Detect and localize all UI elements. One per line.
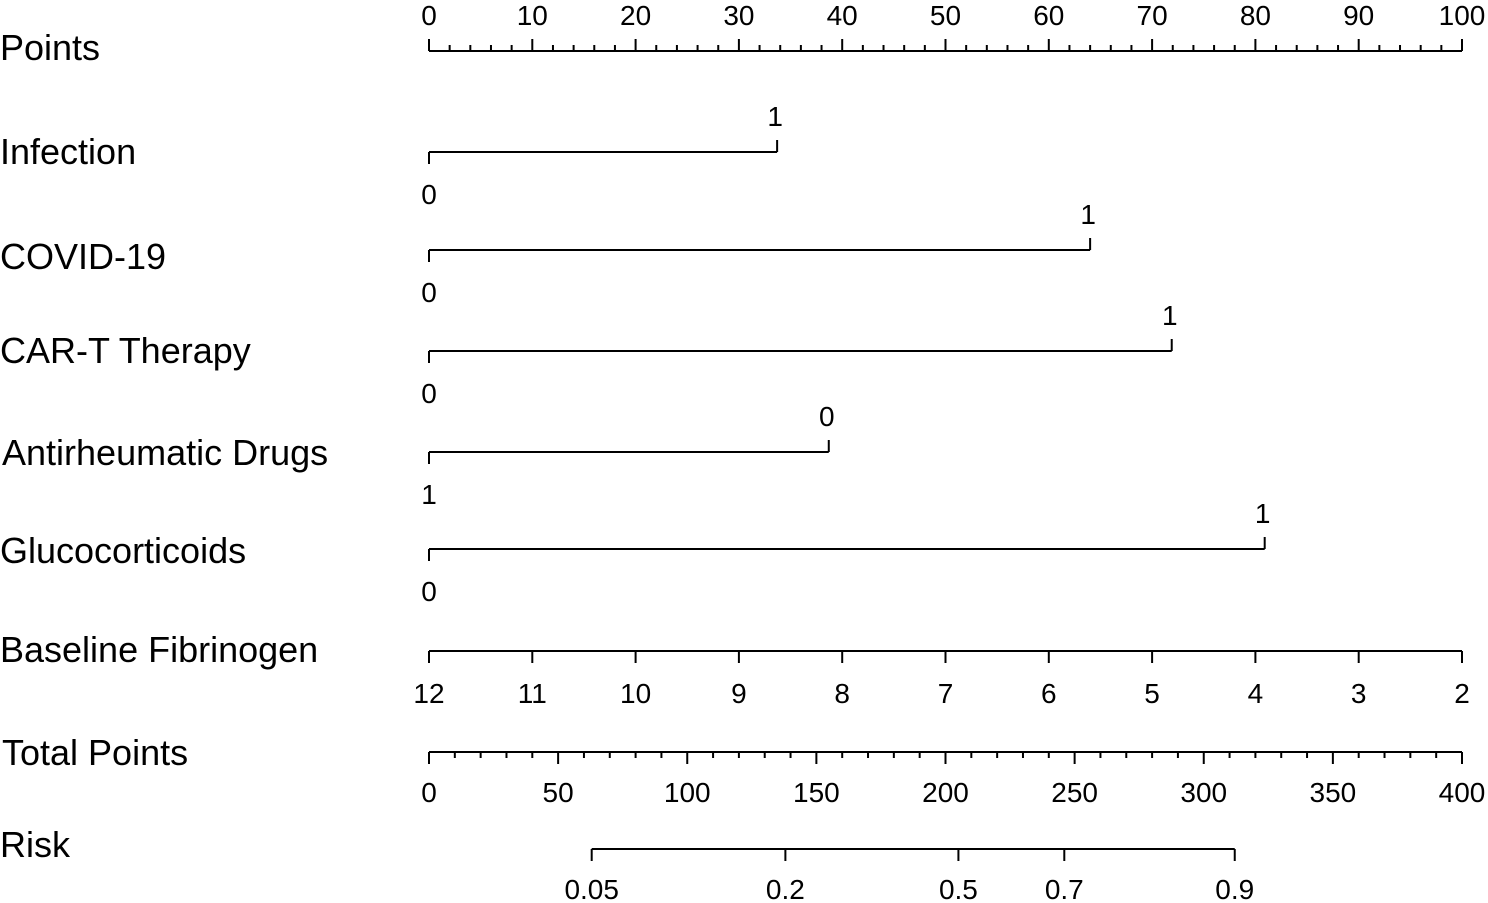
total-tick-label: 0 xyxy=(421,777,437,808)
covid-19-level-label: 0 xyxy=(421,277,437,308)
points-tick-label: 20 xyxy=(620,0,651,31)
points-tick-label: 50 xyxy=(930,0,961,31)
total-tick-label: 300 xyxy=(1180,777,1227,808)
points-tick-label: 10 xyxy=(517,0,548,31)
fibrinogen-tick-label: 7 xyxy=(938,678,954,709)
total-tick-label: 400 xyxy=(1439,777,1486,808)
points-axis-label: Points xyxy=(0,27,100,68)
points-tick-label: 70 xyxy=(1137,0,1168,31)
risk-tick-label: 0.05 xyxy=(564,874,619,903)
infection-level-label: 0 xyxy=(421,179,437,210)
points-tick-label: 100 xyxy=(1439,0,1486,31)
total-tick-label: 200 xyxy=(922,777,969,808)
fibrinogen-tick-label: 4 xyxy=(1248,678,1264,709)
fibrinogen-tick-label: 2 xyxy=(1454,678,1470,709)
antirheumatic-drugs-level-label: 0 xyxy=(819,401,835,432)
total-tick-label: 50 xyxy=(543,777,574,808)
fibrinogen-tick-label: 10 xyxy=(620,678,651,709)
infection-label: Infection xyxy=(0,131,136,172)
infection-level-label: 1 xyxy=(767,101,783,132)
fibrinogen-tick-label: 3 xyxy=(1351,678,1367,709)
total-tick-label: 100 xyxy=(664,777,711,808)
covid-19-label: COVID-19 xyxy=(0,236,166,277)
risk-axis: 0.05 0.2 0.5 0.7 0.9 xyxy=(564,848,1254,903)
points-tick-label: 30 xyxy=(723,0,754,31)
fibrinogen-tick-label: 8 xyxy=(834,678,850,709)
points-tick-label: 90 xyxy=(1343,0,1374,31)
covid-19-level-label: 1 xyxy=(1080,199,1096,230)
car-t-therapy-level-label: 1 xyxy=(1162,300,1178,331)
risk-tick-label: 0.7 xyxy=(1045,874,1084,903)
points-axis: 0 10 20 30 40 50 60 70 80 90 100 xyxy=(421,0,1486,52)
points-tick-label: 80 xyxy=(1240,0,1271,31)
points-tick-label: 60 xyxy=(1033,0,1064,31)
risk-label: Risk xyxy=(0,824,71,865)
fibrinogen-tick-label: 6 xyxy=(1041,678,1057,709)
total-tick-label: 250 xyxy=(1051,777,1098,808)
fibrinogen-tick-label: 9 xyxy=(731,678,747,709)
baseline-fibrinogen-label: Baseline Fibrinogen xyxy=(0,629,318,670)
fibrinogen-tick-label: 12 xyxy=(413,678,444,709)
risk-tick-label: 0.2 xyxy=(766,874,805,903)
glucocorticoids-label: Glucocorticoids xyxy=(0,530,246,571)
glucocorticoids-level-label: 1 xyxy=(1255,498,1271,529)
car-t-therapy-label: CAR-T Therapy xyxy=(0,330,251,371)
car-t-therapy-level-label: 0 xyxy=(421,378,437,409)
fibrinogen-tick-label: 11 xyxy=(518,678,547,709)
total-tick-label: 150 xyxy=(793,777,840,808)
antirheumatic-drugs-label: Antirheumatic Drugs xyxy=(2,432,328,473)
points-tick-label: 0 xyxy=(421,0,437,31)
variable-scales: 0 1 0 1 0 1 1 0 0 1 xyxy=(421,101,1270,607)
total-points-label: Total Points xyxy=(2,732,188,773)
total-tick-label: 350 xyxy=(1310,777,1357,808)
risk-tick-label: 0.5 xyxy=(939,874,978,903)
fibrinogen-axis: 12 11 10 9 8 7 6 5 4 3 2 xyxy=(413,650,1470,709)
points-tick-label: 40 xyxy=(827,0,858,31)
total-points-axis: 0 50 100 150 200 250 300 350 400 xyxy=(421,751,1486,808)
antirheumatic-drugs-level-label: 1 xyxy=(421,479,437,510)
glucocorticoids-level-label: 0 xyxy=(421,576,437,607)
fibrinogen-tick-label: 5 xyxy=(1144,678,1160,709)
risk-tick-label: 0.9 xyxy=(1215,874,1254,903)
